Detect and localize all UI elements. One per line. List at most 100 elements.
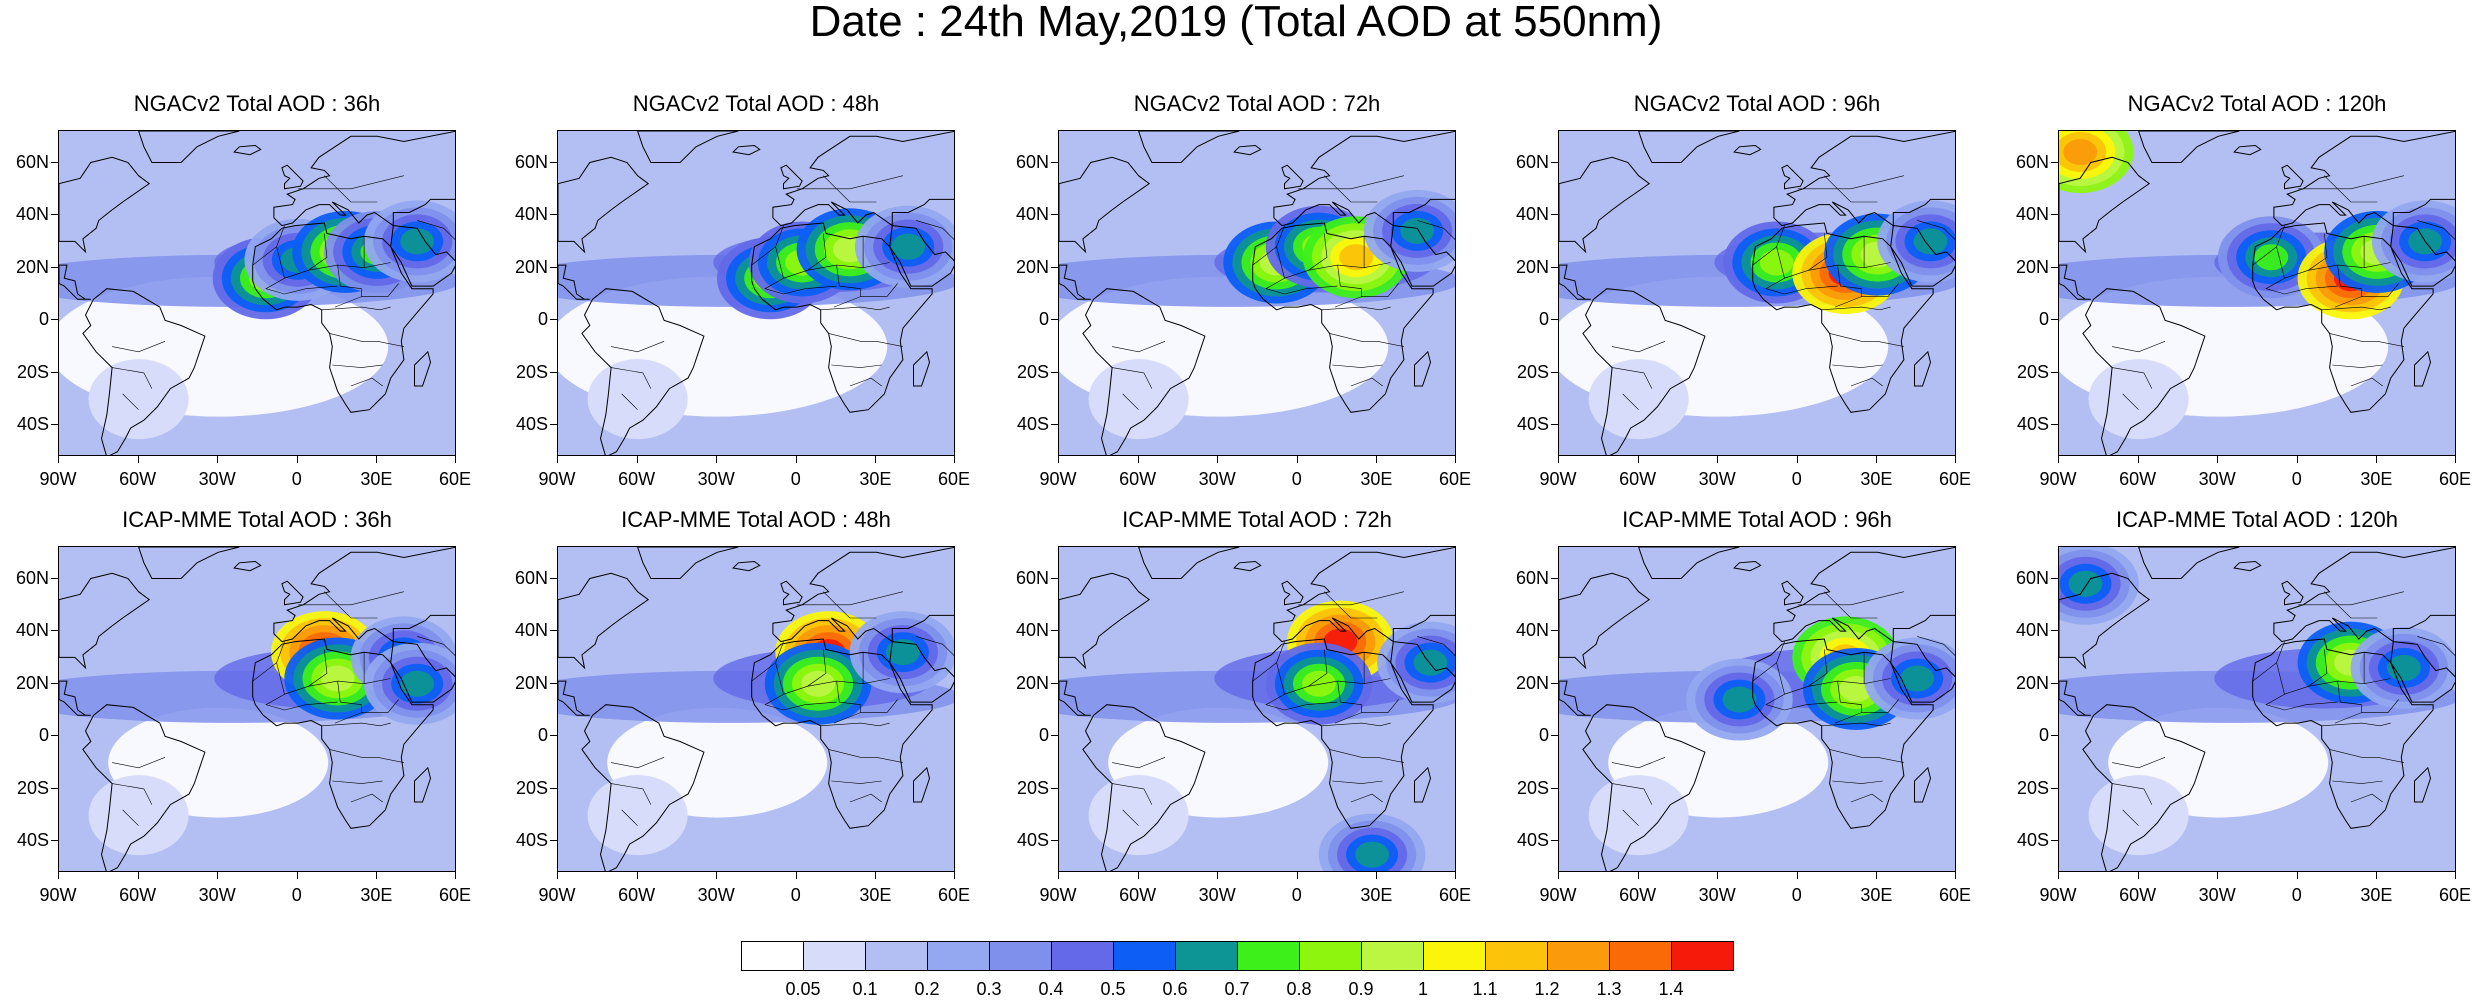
aod-map-panel <box>1058 130 1456 456</box>
lat-tick-label: 0 <box>1038 309 1049 330</box>
tick-mark <box>1551 266 1558 268</box>
lon-tick-label: 30W <box>1698 885 1736 905</box>
panel-title: NGACv2 Total AOD : 72h <box>1133 91 1381 116</box>
country-border <box>350 377 383 387</box>
coastline <box>1733 560 1762 572</box>
aod-plume <box>1302 670 1336 697</box>
country-border <box>350 793 383 803</box>
lon-tick-label: 60E <box>1938 885 1972 905</box>
tick-mark <box>1051 682 1058 684</box>
tick-mark <box>51 319 58 321</box>
country-border <box>764 693 837 711</box>
tick-mark <box>51 371 58 373</box>
lon-tick-label: 30E <box>360 469 393 489</box>
coastline <box>1890 225 1955 287</box>
coastline <box>233 144 262 156</box>
aod-field <box>2059 131 2455 455</box>
country-border <box>1864 262 1891 268</box>
coastline <box>751 222 933 413</box>
aod-map-panel <box>1558 130 1956 456</box>
lat-tick-label: 40N <box>514 204 548 225</box>
country-border <box>2276 649 2328 695</box>
low-aod-region <box>1088 359 1189 440</box>
coastline <box>2281 580 2304 606</box>
country-border <box>1112 367 1153 389</box>
country-border <box>2321 306 2391 311</box>
coastline <box>1914 350 1932 387</box>
tick-mark <box>51 214 58 216</box>
tick-mark <box>2455 456 2456 463</box>
lat-tick-label: 0 <box>2038 725 2049 746</box>
lon-tick-label: 60W <box>1619 885 1657 905</box>
lat-tick-label: 20S <box>1016 777 1049 798</box>
lat-tick-label: 20S <box>515 361 548 382</box>
lat-tick-label: 60N <box>514 567 548 588</box>
panel-title: NGACv2 Total AOD : 96h <box>1633 91 1881 116</box>
country-border <box>1334 681 1362 724</box>
country-border <box>1917 636 1955 656</box>
lon-tick-label: 60E <box>2438 469 2472 489</box>
coastline <box>1281 580 1304 606</box>
tick-mark <box>51 630 58 632</box>
tick-mark <box>1876 872 1878 879</box>
lon-tick-label: 30E <box>1860 885 1893 905</box>
aod-plume <box>2068 570 2103 597</box>
country-border <box>1861 699 1899 713</box>
coastline <box>390 225 455 287</box>
country-border <box>1850 793 1883 803</box>
lon-tick-label: 30E <box>1360 469 1393 489</box>
coastline <box>1582 288 1706 455</box>
country-border <box>820 722 890 727</box>
coastline <box>1582 704 1706 871</box>
country-border <box>1308 236 1365 271</box>
tick-mark <box>716 456 718 463</box>
tick-mark <box>1796 872 1798 879</box>
tick-mark <box>51 735 58 737</box>
country-border <box>112 783 153 805</box>
country-border <box>2112 367 2153 389</box>
lat-tick-label: 60N <box>1015 151 1049 172</box>
country-border <box>122 393 139 410</box>
country-border <box>1824 175 1878 203</box>
tick-mark <box>1558 456 1559 463</box>
country-border <box>2297 175 2404 190</box>
coastline <box>1082 288 1206 455</box>
country-border <box>860 699 898 713</box>
country-border <box>308 652 365 687</box>
country-border <box>329 749 404 763</box>
tick-mark <box>1551 787 1558 789</box>
tick-mark <box>954 872 955 879</box>
aod-field <box>59 547 455 871</box>
lon-tick-label: 30W <box>1198 885 1236 905</box>
low-aod-region <box>1588 359 1689 440</box>
lon-tick-label: 0 <box>790 469 801 489</box>
colorbar-swatch <box>865 941 928 971</box>
coastline <box>252 222 434 413</box>
coastline <box>2082 704 2206 871</box>
tick-mark <box>58 872 59 879</box>
country-border <box>1321 722 1391 727</box>
tick-mark <box>1051 161 1058 163</box>
lon-tick-label: 30W <box>2198 885 2236 905</box>
aod-map-panel <box>58 130 456 456</box>
lon-tick-label: 30W <box>1698 469 1736 489</box>
country-border <box>297 175 404 190</box>
country-border <box>361 283 399 297</box>
lon-tick-label: 90W <box>538 469 576 489</box>
lon-tick-label: 60E <box>937 885 971 905</box>
coastline <box>581 704 705 871</box>
aod-plume <box>2254 244 2289 271</box>
country-border <box>1361 699 1399 713</box>
coastline <box>780 164 803 190</box>
tick-mark <box>2051 266 2058 268</box>
aod-field <box>59 131 455 455</box>
aod-map-panel <box>557 130 955 456</box>
country-border <box>1622 393 1639 410</box>
country-border <box>1834 265 1862 308</box>
country-border <box>611 757 665 769</box>
country-border <box>823 175 877 203</box>
tick-mark <box>795 456 797 463</box>
tick-mark <box>1637 456 1639 463</box>
coastline <box>558 264 590 300</box>
aod-field <box>558 547 954 871</box>
